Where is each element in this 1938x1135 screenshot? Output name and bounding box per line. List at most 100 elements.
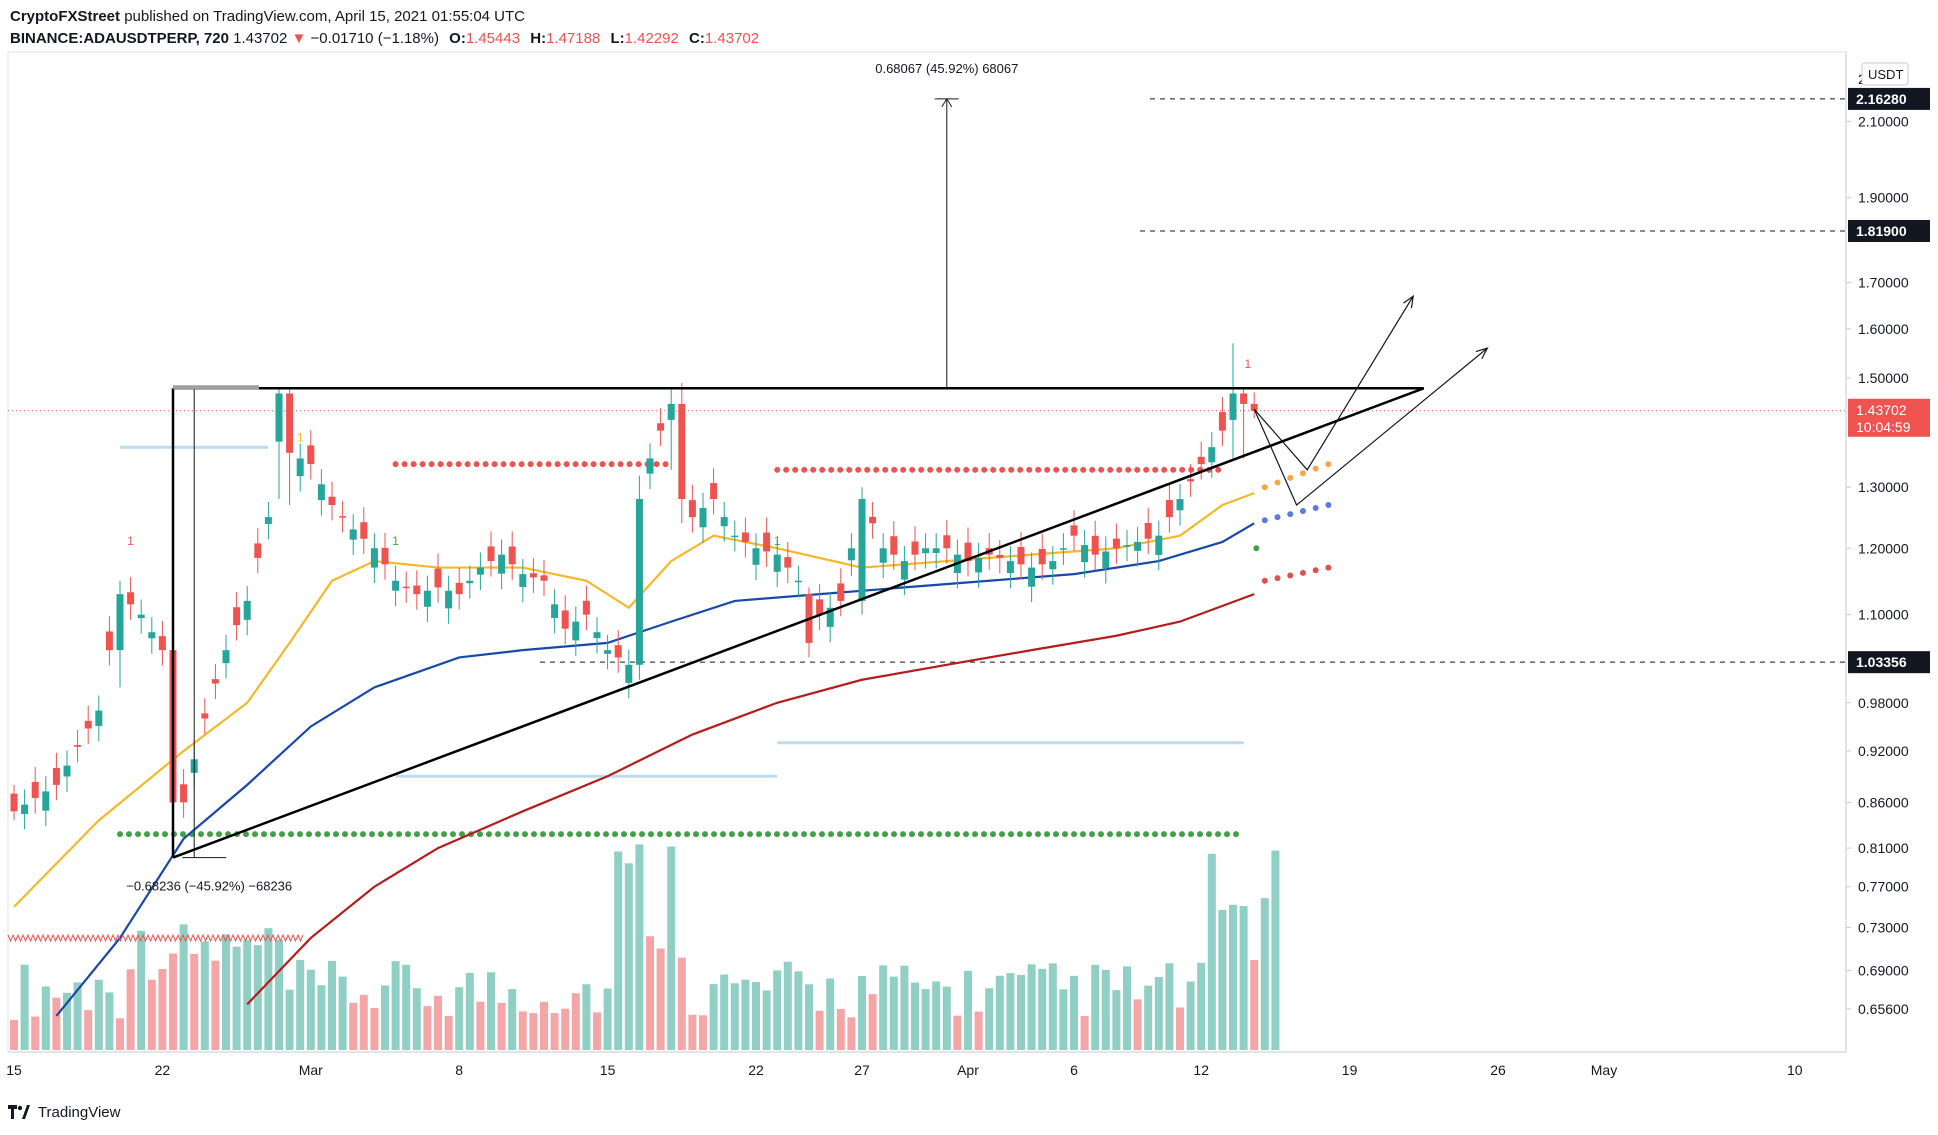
candle[interactable] [84, 720, 92, 729]
candle[interactable] [74, 745, 82, 747]
candle[interactable] [1028, 567, 1036, 587]
candle[interactable] [201, 713, 209, 719]
candle[interactable] [1240, 393, 1248, 404]
candle[interactable] [943, 535, 951, 549]
candle[interactable] [879, 548, 887, 563]
candle[interactable] [254, 543, 262, 558]
candle[interactable] [922, 548, 930, 554]
symbol-name[interactable]: BINANCE:ADAUSDTPERP, 720 [10, 30, 229, 47]
candle[interactable] [837, 583, 845, 601]
candle[interactable] [137, 614, 145, 619]
candle[interactable] [105, 631, 113, 651]
candle[interactable] [339, 516, 347, 518]
candle[interactable] [869, 516, 877, 524]
candle[interactable] [466, 580, 474, 584]
candle[interactable] [964, 542, 972, 562]
footer-brand-name[interactable]: TradingView [37, 1104, 121, 1121]
candle[interactable] [42, 791, 50, 811]
candle[interactable] [1144, 522, 1152, 539]
candle[interactable] [180, 784, 188, 803]
candle[interactable] [540, 575, 548, 581]
candle[interactable] [423, 590, 431, 607]
candle[interactable] [826, 607, 834, 627]
candle[interactable] [1006, 561, 1014, 573]
candle[interactable] [900, 561, 908, 580]
candle[interactable] [158, 636, 166, 651]
publisher-name[interactable]: CryptoFXStreet [10, 8, 121, 25]
candle[interactable] [816, 599, 824, 615]
candle[interactable] [1049, 561, 1057, 570]
candle[interactable] [741, 532, 749, 542]
candle[interactable] [1123, 545, 1131, 547]
candle[interactable] [455, 582, 463, 595]
candle[interactable] [1218, 412, 1226, 431]
candle[interactable] [699, 508, 707, 528]
candle[interactable] [222, 650, 230, 664]
candle[interactable] [1165, 500, 1173, 518]
candle[interactable] [688, 500, 696, 518]
candle[interactable] [720, 517, 728, 527]
candle[interactable] [593, 632, 601, 639]
candle[interactable] [794, 580, 802, 583]
candle[interactable] [519, 574, 527, 587]
candle[interactable] [95, 710, 103, 726]
candle[interactable] [264, 517, 272, 524]
candle[interactable] [657, 423, 665, 431]
candle[interactable] [275, 393, 283, 442]
candle[interactable] [476, 567, 484, 575]
candle[interactable] [360, 522, 368, 539]
candle[interactable] [572, 621, 580, 641]
candle[interactable] [307, 445, 315, 465]
candle[interactable] [710, 483, 718, 500]
candle[interactable] [402, 586, 410, 589]
candle[interactable] [678, 403, 686, 500]
candle[interactable] [911, 541, 919, 555]
candle[interactable] [635, 499, 643, 665]
candle[interactable] [847, 548, 855, 561]
candle[interactable] [233, 607, 241, 626]
candle[interactable] [1081, 545, 1089, 563]
candle[interactable] [286, 393, 294, 453]
candle[interactable] [932, 548, 940, 553]
candle[interactable] [1091, 535, 1099, 555]
candle[interactable] [148, 632, 156, 639]
candle[interactable] [784, 557, 792, 568]
candle[interactable] [296, 458, 304, 477]
candle[interactable] [1155, 535, 1163, 555]
candle[interactable] [1208, 447, 1216, 463]
candle[interactable] [731, 535, 739, 538]
candle[interactable] [243, 600, 251, 620]
candle[interactable] [21, 804, 29, 814]
candle[interactable] [1250, 403, 1258, 411]
candle[interactable] [349, 529, 357, 540]
candle[interactable] [614, 645, 622, 658]
candle[interactable] [381, 547, 389, 565]
candle[interactable] [975, 557, 983, 573]
candle[interactable] [529, 573, 537, 578]
candle[interactable] [1134, 541, 1142, 551]
candle[interactable] [52, 767, 60, 785]
candle[interactable] [10, 793, 18, 812]
candle[interactable] [773, 554, 781, 572]
candle[interactable] [413, 585, 421, 595]
candle[interactable] [1197, 456, 1205, 465]
candle[interactable] [604, 650, 612, 654]
candle[interactable] [1229, 393, 1237, 420]
candle[interactable] [31, 781, 39, 798]
candle[interactable] [370, 548, 378, 568]
candle[interactable] [1070, 525, 1078, 536]
candle[interactable] [858, 499, 866, 601]
candle[interactable] [328, 496, 336, 506]
candle[interactable] [445, 590, 453, 609]
candle[interactable] [1187, 479, 1195, 482]
candle[interactable] [317, 484, 325, 501]
candle[interactable] [63, 765, 71, 777]
candle[interactable] [1102, 551, 1110, 569]
candle[interactable] [498, 554, 506, 574]
candle[interactable] [667, 403, 675, 420]
candle[interactable] [625, 664, 633, 683]
candle[interactable] [996, 554, 1004, 558]
candle[interactable] [551, 604, 559, 619]
candle[interactable] [1059, 548, 1067, 550]
